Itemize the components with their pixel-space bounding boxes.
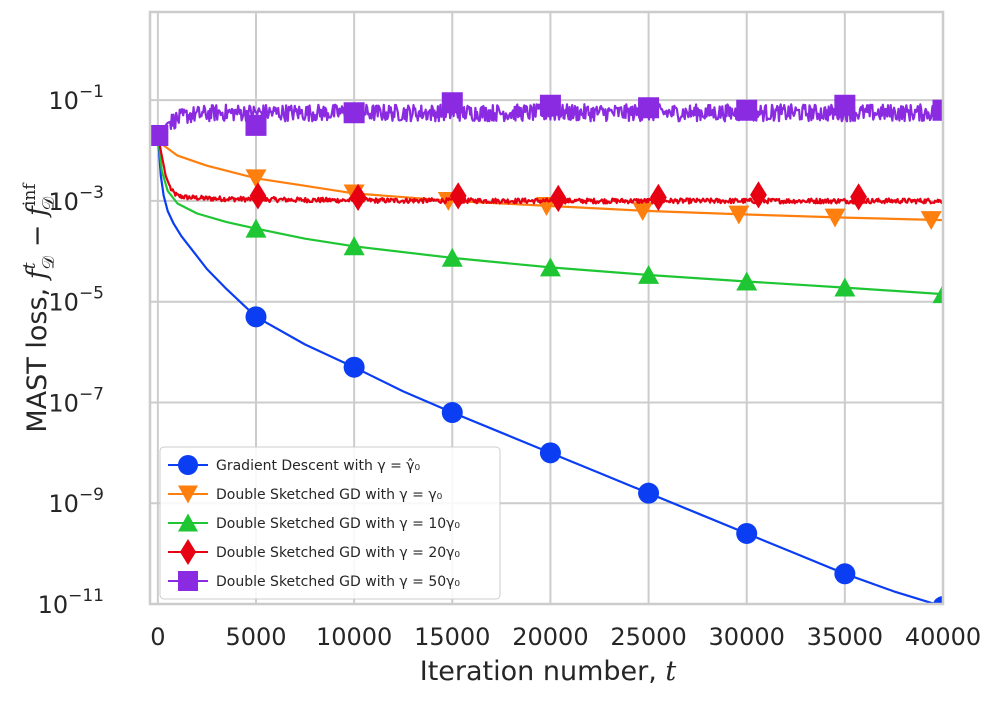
data-point	[349, 183, 367, 212]
legend-label: Double Sketched GD with γ = 10γ₀	[216, 516, 460, 532]
data-point	[150, 124, 169, 146]
legend-marker	[178, 513, 198, 532]
data-point	[245, 169, 267, 189]
data-point	[441, 247, 463, 267]
data-point	[549, 184, 567, 213]
data-point	[539, 257, 561, 277]
data-point	[638, 482, 660, 504]
series-3	[156, 135, 943, 304]
series-layer	[150, 92, 943, 604]
data-point	[736, 99, 758, 121]
series-4	[156, 135, 943, 213]
legend-label: Double Sketched GD with γ = γ₀	[216, 487, 443, 503]
y-tick-label: 10−11	[38, 586, 104, 619]
x-axis-label: Iteration number, t	[420, 656, 677, 687]
data-point	[834, 277, 856, 297]
y-tick-label: 10−5	[48, 284, 104, 317]
data-point	[245, 306, 267, 328]
series-1	[156, 135, 943, 604]
y-tick-label: 10−3	[48, 183, 104, 216]
y-axis-label: MAST loss, ft𝒟 − finf𝒟	[20, 182, 59, 433]
data-point	[441, 402, 463, 424]
data-point	[245, 218, 267, 238]
legend-label: Gradient Descent with γ = γ̂₀	[216, 458, 421, 474]
data-point	[245, 114, 267, 136]
legend-marker	[178, 571, 198, 591]
data-point	[920, 211, 942, 231]
data-point	[834, 563, 856, 585]
data-point	[249, 182, 267, 210]
data-point	[449, 182, 467, 210]
data-point	[441, 92, 463, 114]
legend-marker	[180, 539, 196, 565]
x-tick-label: 25000	[610, 623, 686, 651]
data-point	[539, 94, 561, 116]
data-point	[638, 97, 660, 119]
data-point	[728, 205, 750, 225]
data-point	[638, 265, 660, 284]
data-point	[539, 442, 561, 464]
data-point	[750, 181, 767, 209]
x-tick-label: 10000	[316, 623, 392, 651]
data-point	[649, 183, 667, 212]
legend-marker	[178, 455, 198, 475]
series-5	[150, 92, 943, 146]
data-point	[850, 183, 867, 211]
data-point	[932, 99, 943, 121]
legend-box	[159, 446, 501, 600]
x-tick-label: 35000	[807, 623, 883, 651]
legend-marker	[178, 485, 198, 504]
legend-label: Double Sketched GD with γ = 20γ₀	[216, 545, 460, 561]
data-point	[343, 236, 365, 256]
series-line	[156, 135, 943, 205]
x-tick-labels: 0 5000 10000 15000 20000 25000 30000 35000 40000	[150, 623, 981, 651]
series-line	[157, 103, 943, 137]
data-point	[736, 271, 758, 291]
x-tick-label: 30000	[709, 623, 785, 651]
data-point	[736, 522, 758, 544]
y-tick-label: 10−9	[48, 485, 104, 518]
data-point	[632, 202, 654, 221]
y-tick-label: 10−7	[48, 384, 104, 417]
x-tick-label: 5000	[225, 623, 286, 651]
data-point	[932, 284, 943, 304]
y-tick-label: 10−1	[48, 82, 104, 115]
data-point	[834, 94, 856, 116]
x-tick-label: 0	[150, 623, 165, 651]
x-tick-label: 40000	[905, 623, 981, 651]
data-point	[824, 208, 846, 228]
legend: Gradient Descent with γ = γ̂₀ Double Sket…	[159, 446, 501, 600]
data-point	[343, 356, 365, 378]
x-tick-label: 15000	[414, 623, 490, 651]
x-tick-label: 20000	[512, 623, 588, 651]
legend-label: Double Sketched GD with γ = 50γ₀	[216, 574, 460, 590]
series-line	[156, 135, 943, 296]
data-point	[932, 596, 943, 604]
y-tick-labels: 10−1 10−3 10−5 10−7 10−9 10−11	[38, 82, 104, 619]
data-point	[343, 102, 365, 124]
plot-frame	[148, 10, 945, 606]
